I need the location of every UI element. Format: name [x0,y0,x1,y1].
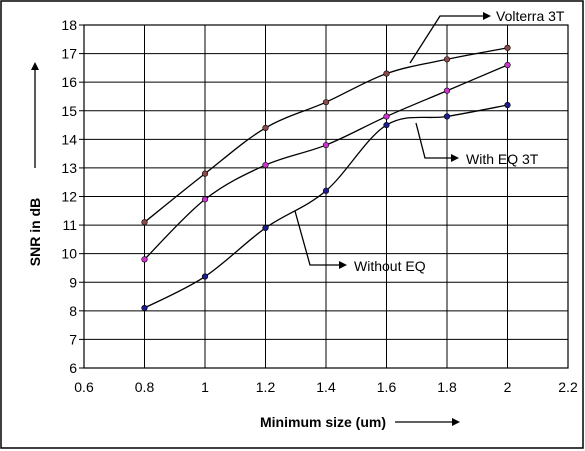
y-tick-label: 15 [61,103,77,119]
data-point [322,99,330,106]
y-tick-label: 6 [69,360,77,376]
data-point [383,113,390,120]
y-tick-label: 14 [61,131,77,147]
data-point [443,56,451,63]
x-tick-label: 1.6 [377,379,397,395]
data-point [141,304,148,312]
x-tick-label: 1.2 [256,379,276,395]
y-tick-label: 10 [61,246,77,262]
y-tick-label: 13 [61,160,77,176]
data-point [201,196,209,203]
x-tick-label: 2 [504,379,512,395]
data-point [141,219,148,226]
annotation-leader [409,15,487,64]
annotation-label: With EQ 3T [466,151,539,167]
data-point [443,87,451,94]
x-tick-label: 2.2 [558,379,578,395]
x-tick-label: 1.4 [316,379,336,395]
y-tick-label: 7 [69,331,77,347]
data-point [383,70,390,77]
data-point [322,187,330,194]
annotation-label: Volterra 3T [496,8,565,24]
tick-labels: 0.6 0.8 1 1.2 1.4 1.6 1.8 2 2.2 6 7 8 9 10 11 12 13 14 15 1… [61,17,578,395]
annotation-arrowhead [451,154,459,162]
annotation-label: Without EQ [354,258,426,274]
y-tick-label: 16 [61,74,77,90]
data-point [383,121,390,129]
x-tick-label: 1 [201,379,209,395]
annotation-leader [294,210,343,266]
data-point [443,113,451,120]
data-point [322,141,330,149]
annotations: Volterra 3T With EQ 3T Without EQ [294,8,565,274]
data-point [201,170,209,177]
x-axis-title: Minimum size (um) [260,414,386,430]
data-point [262,161,269,169]
plot-area [83,24,569,369]
data-point [504,61,511,69]
x-tick-label: 1.8 [437,379,457,395]
y-tick-label: 12 [61,189,77,205]
x-tick-label: 0.6 [74,379,94,395]
data-point [504,44,511,51]
data-point [504,101,511,109]
series-layer [141,44,511,312]
data-point [262,224,269,232]
annotation-arrowhead [339,261,347,269]
x-axis-title-arrowhead [452,418,460,426]
y-tick-label: 9 [69,274,77,290]
y-tick-label: 18 [61,17,77,33]
y-axis-title: SNR in dB [27,198,43,266]
y-tick-label: 11 [62,217,77,233]
annotation-arrowhead [483,12,491,20]
grid [79,24,569,369]
y-tick-label: 17 [61,46,77,62]
y-axis-title-arrowhead [31,62,39,70]
data-point [141,256,148,263]
y-tick-label: 8 [69,303,77,319]
annotation-leader [415,122,455,159]
x-tick-label: 0.8 [135,379,155,395]
data-point [262,124,269,131]
data-point [201,273,209,280]
